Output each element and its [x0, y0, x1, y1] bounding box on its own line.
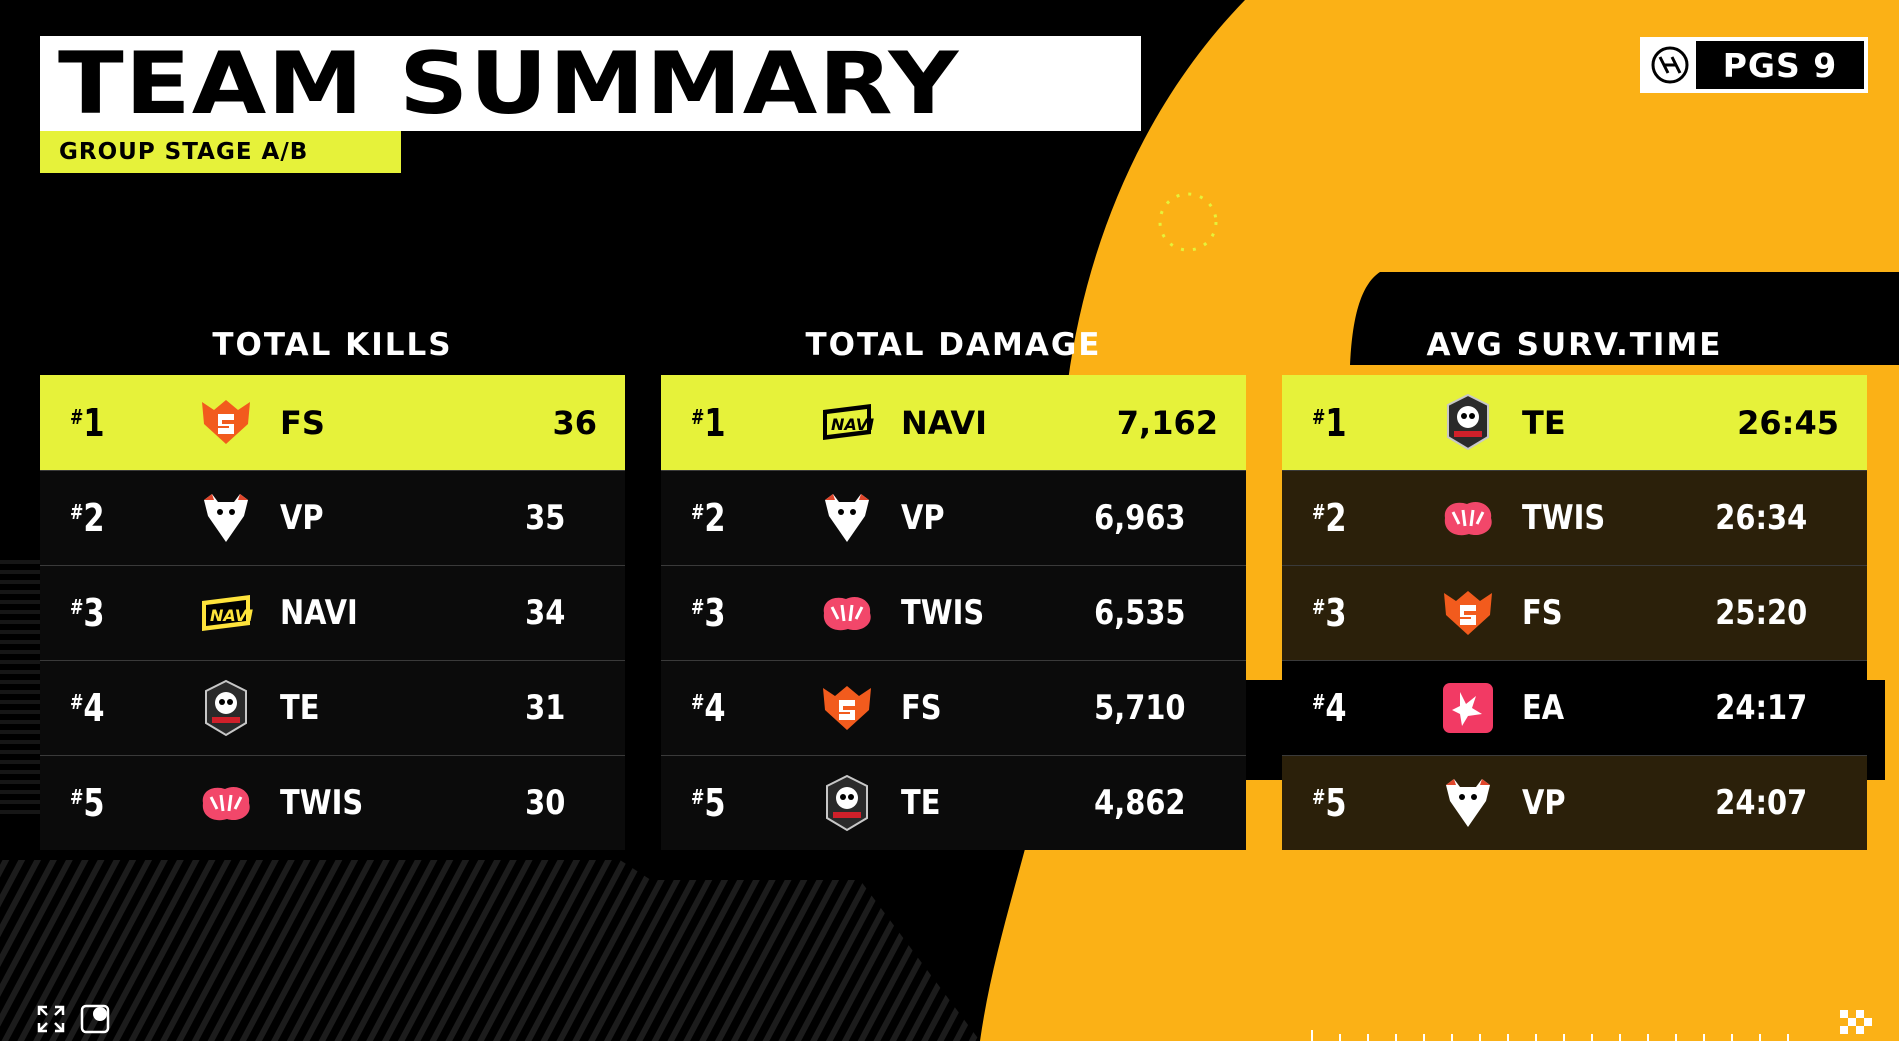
rank-label: #4 — [1312, 686, 1347, 730]
stat-value: 31 — [524, 688, 565, 728]
leaderboard-row: #5 TE 4,862 — [661, 755, 1246, 850]
stat-value: 24:07 — [1715, 783, 1807, 823]
leaderboard-row: #1 NAVI NAVI 7,162 — [661, 375, 1246, 470]
leaderboard-row: #2 VP 35 — [40, 470, 625, 565]
panel-title: AVG SURV.TIME — [1426, 327, 1723, 363]
panel-avg-surv-time: AVG SURV.TIME #1 TE 26:45 #2 TWIS 26:34 … — [1282, 315, 1867, 850]
leaderboard-row: #3 NAVI NAVI 34 — [40, 565, 625, 660]
team-name: EA — [1522, 688, 1565, 728]
rank-label: #1 — [70, 400, 105, 445]
leaderboard-row: #5 VP 24:07 — [1282, 755, 1867, 850]
leaderboard-row: #2 TWIS 26:34 — [1282, 470, 1867, 565]
rank-label: #2 — [1312, 496, 1347, 540]
team-name: TWIS — [1522, 498, 1606, 538]
team-name: NAVI — [901, 403, 988, 442]
leaderboard-row: #1 TE 26:45 — [1282, 375, 1867, 470]
stat-value: 35 — [524, 498, 565, 538]
team-name: TE — [280, 688, 320, 728]
fullscreen-icon[interactable] — [36, 1004, 66, 1038]
leaderboard-row: #4 EA 24:17 — [1282, 660, 1867, 755]
brand-badge: PGS 9 — [1640, 37, 1868, 93]
team-name: VP — [280, 498, 324, 538]
twis-logo-icon — [1438, 488, 1498, 548]
panel-title: TOTAL DAMAGE — [805, 327, 1102, 363]
leaderboard-row: #4 TE 31 — [40, 660, 625, 755]
stat-value: 7,162 — [1116, 403, 1218, 442]
ea-logo-icon — [1438, 678, 1498, 738]
vp-logo-icon — [1438, 773, 1498, 833]
team-name: TE — [901, 783, 941, 823]
rank-label: #4 — [691, 686, 726, 730]
leaderboard-row: #1 FS 36 — [40, 375, 625, 470]
stat-value: 26:45 — [1737, 403, 1839, 442]
vp-logo-icon — [817, 488, 877, 548]
panel-total-kills: TOTAL KILLS #1 FS 36 #2 VP 35 #3 NAVI NA… — [40, 315, 625, 850]
svg-text:NAVI: NAVI — [210, 606, 253, 625]
rank-label: #5 — [1312, 781, 1347, 825]
leaderboard-row: #3 FS 25:20 — [1282, 565, 1867, 660]
stage-label: GROUP STAGE A/B — [59, 139, 309, 165]
team-name: FS — [1522, 593, 1563, 633]
theater-mode-icon[interactable] — [80, 1004, 110, 1038]
stat-value: 30 — [524, 783, 565, 823]
navi-logo-icon: NAVI — [196, 583, 256, 643]
team-name: VP — [1522, 783, 1566, 823]
rank-label: #5 — [70, 781, 105, 825]
team-name: FS — [280, 403, 325, 442]
rank-label: #3 — [691, 591, 726, 635]
team-name: TWIS — [901, 593, 985, 633]
team-name: TWIS — [280, 783, 364, 823]
rank-label: #2 — [70, 496, 105, 540]
stat-value: 26:34 — [1715, 498, 1807, 538]
page-title: TEAM SUMMARY — [58, 33, 960, 134]
player-controls — [36, 1004, 110, 1038]
fs-logo-icon — [1438, 583, 1498, 643]
stat-value: 5,710 — [1094, 688, 1186, 728]
leaderboard-row: #5 TWIS 30 — [40, 755, 625, 850]
twis-logo-icon — [817, 583, 877, 643]
fs-logo-icon — [817, 678, 877, 738]
rank-label: #3 — [1312, 591, 1347, 635]
stat-value: 24:17 — [1715, 688, 1807, 728]
stat-value: 36 — [552, 403, 597, 442]
vp-logo-icon — [196, 488, 256, 548]
te-logo-icon — [1438, 392, 1498, 452]
rank-label: #1 — [1312, 400, 1347, 445]
fs-logo-icon — [196, 392, 256, 452]
te-logo-icon — [817, 773, 877, 833]
navi-logo-icon: NAVI — [817, 392, 877, 452]
rank-label: #2 — [691, 496, 726, 540]
panel-title: TOTAL KILLS — [212, 327, 453, 363]
rank-label: #5 — [691, 781, 726, 825]
subtitle-banner: GROUP STAGE A/B — [40, 131, 401, 173]
svg-text:NAVI: NAVI — [831, 415, 874, 434]
team-name: FS — [901, 688, 942, 728]
stat-value: 34 — [524, 593, 565, 633]
stat-value: 4,862 — [1094, 783, 1186, 823]
panel-total-damage: TOTAL DAMAGE #1 NAVI NAVI 7,162 #2 VP 6,… — [661, 315, 1246, 850]
team-name: VP — [901, 498, 945, 538]
te-logo-icon — [196, 678, 256, 738]
brand-name: PGS 9 — [1696, 41, 1864, 89]
leaderboard-row: #2 VP 6,963 — [661, 470, 1246, 565]
leaderboard-row: #4 FS 5,710 — [661, 660, 1246, 755]
leaderboard-row: #3 TWIS 6,535 — [661, 565, 1246, 660]
team-name: NAVI — [280, 593, 358, 633]
pgs-logo-icon — [1644, 41, 1696, 89]
rank-label: #1 — [691, 400, 726, 445]
rank-label: #3 — [70, 591, 105, 635]
title-banner: TEAM SUMMARY — [40, 36, 1141, 131]
stat-value: 6,963 — [1094, 498, 1186, 538]
twis-logo-icon — [196, 773, 256, 833]
stat-value: 6,535 — [1094, 593, 1186, 633]
stat-value: 25:20 — [1715, 593, 1807, 633]
rank-label: #4 — [70, 686, 105, 730]
team-name: TE — [1522, 403, 1566, 442]
